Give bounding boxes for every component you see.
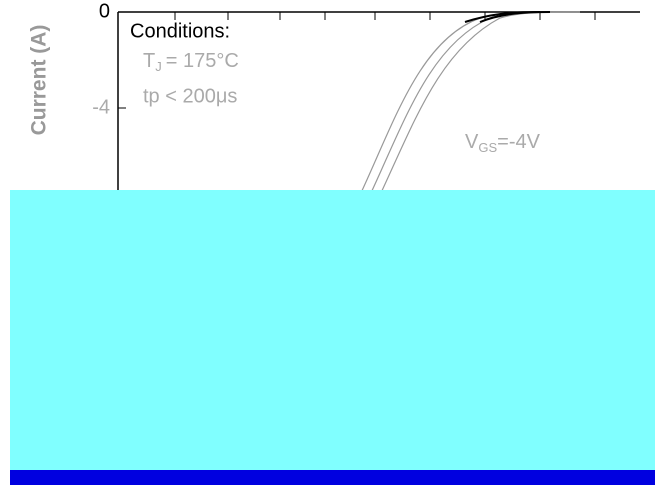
annotation: VGS=-4V (465, 131, 541, 155)
annotation: = 175°C (166, 50, 239, 72)
annotation: J (155, 59, 162, 74)
curves-top (464, 11, 551, 23)
top-axis-ticks (174, 12, 596, 20)
annotation: GS (478, 140, 497, 155)
y-tick-label: -4 (92, 96, 110, 118)
annotation: TJ = 175°C (143, 50, 239, 74)
annotation: V (465, 131, 479, 153)
y-tick-label: 0 (99, 0, 110, 22)
occlusion (10, 190, 655, 470)
occlusion-strip (10, 470, 655, 485)
annotation: tp < 200μs (143, 85, 237, 107)
y-axis-label: Current (A) (28, 25, 51, 136)
annotation: Conditions: (130, 20, 230, 42)
annotation: T (143, 50, 155, 72)
y-ticks: 0 -4 (92, 0, 126, 118)
annotation: =-4V (497, 131, 540, 153)
